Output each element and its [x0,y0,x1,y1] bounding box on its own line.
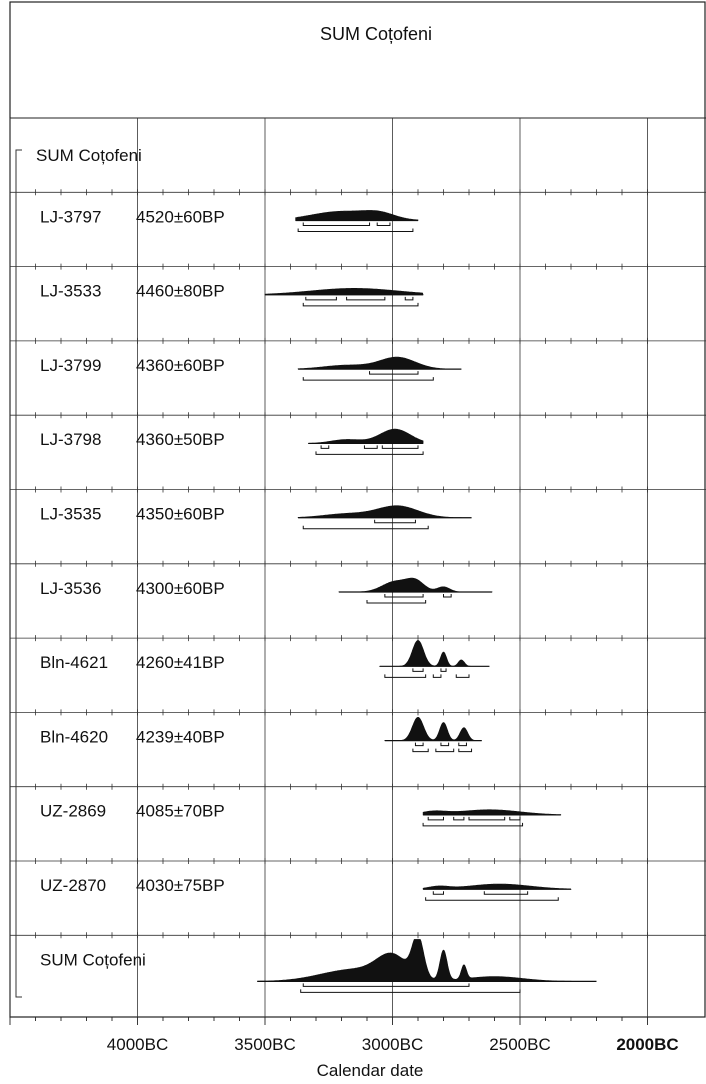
sample-date: 4520±60BP [136,207,225,226]
grid-lines [9,118,706,1025]
range-bracket-68 [440,668,447,672]
range-bracket-68 [412,668,424,672]
sample-row: LJ-3799 4360±60BP [40,356,462,381]
range-bracket-95 [384,674,427,678]
sample-date: 4239±40BP [136,727,225,746]
sample-date: 4030±75BP [136,876,225,895]
range-bracket-95 [302,377,434,381]
probability-distribution [256,939,597,982]
range-bracket-95 [432,674,442,678]
range-bracket-68 [427,816,444,821]
sample-row: LJ-3536 4300±60BP [40,577,493,604]
sample-label: LJ-3535 [40,505,101,524]
sample-row: UZ-2870 4030±75BP [40,876,572,901]
group-bracket [15,149,22,998]
range-bracket-95 [366,600,427,604]
range-bracket-95 [302,525,429,530]
range-bracket-95 [425,897,559,901]
sample-date: 4260±41BP [136,653,225,672]
range-bracket-68 [346,296,386,301]
probability-distribution [307,428,424,444]
probability-distribution [297,356,462,370]
range-bracket-68 [443,594,452,598]
range-bracket-68 [468,816,506,821]
probability-distribution [264,288,424,296]
x-axis-ticks: 4000BC 3500BC 3000BC 2500BC 2000BC [107,1035,679,1054]
range-bracket-68 [305,296,337,301]
sample-row: LJ-3797 4520±60BP [40,207,419,233]
range-bracket-68 [440,742,450,747]
range-bracket-68 [369,371,419,375]
range-bracket-68 [381,445,419,449]
sample-date: 4300±60BP [136,579,225,598]
x-tick-label: 4000BC [107,1035,168,1054]
probability-distribution [383,717,482,741]
range-bracket-68 [320,445,330,449]
probability-distribution [378,639,490,667]
x-tick-label: 2500BC [489,1035,550,1054]
range-bracket-95 [458,748,473,753]
chart-title: SUM Coțofeni [320,24,432,44]
range-bracket-95 [435,748,455,753]
range-bracket-68 [453,816,465,821]
x-tick-label: 3500BC [234,1035,295,1054]
range-bracket-95 [300,989,521,993]
probability-distribution [295,210,419,221]
sample-label: LJ-3536 [40,579,101,598]
probability-distribution [337,577,493,593]
range-bracket-68 [374,519,416,524]
sample-label: LJ-3797 [40,207,101,226]
range-bracket-95 [412,748,429,753]
range-bracket-68 [414,742,424,747]
range-bracket-68 [302,222,371,227]
group-label: SUM Coțofeni [36,146,142,165]
range-bracket-68 [376,222,391,227]
sample-row: SUM Coțofeni [40,939,597,993]
sample-row: LJ-3533 4460±80BP [40,282,424,307]
sample-date: 4360±50BP [136,430,225,449]
sample-date: 4085±70BP [136,802,225,821]
probability-distribution [297,505,472,519]
range-bracket-68 [384,594,424,598]
sample-row: Bln-4621 4260±41BP [40,639,490,678]
range-bracket-68 [363,445,378,449]
range-bracket-68 [483,891,529,895]
range-bracket-95 [297,228,414,233]
x-axis-label: Calendar date [317,1061,424,1080]
sample-date: 4350±60BP [136,505,225,524]
sample-label: UZ-2870 [40,876,106,895]
range-bracket-68 [404,296,414,301]
probability-distribution [422,883,572,890]
sample-label: SUM Coțofeni [40,950,146,969]
range-bracket-95 [302,302,419,307]
range-bracket-68 [302,983,470,987]
range-bracket-95 [422,822,524,827]
sample-row: LJ-3535 4350±60BP [40,505,472,530]
sample-date: 4460±80BP [136,282,225,301]
sample-label: Bln-4620 [40,727,108,746]
sample-label: LJ-3799 [40,356,101,375]
sample-rows: LJ-3797 4520±60BP LJ-3533 4460±80BP LJ-3799 4… [40,207,597,993]
probability-distribution [422,809,562,816]
sample-row: UZ-2869 4085±70BP [40,802,562,827]
sample-row: LJ-3798 4360±50BP [40,428,424,455]
sample-row: Bln-4620 4239±40BP [40,717,482,753]
sample-date: 4360±60BP [136,356,225,375]
range-bracket-95 [315,451,424,455]
range-bracket-95 [455,674,470,678]
group-bracket-line [15,149,22,998]
x-tick-label: 3000BC [362,1035,423,1054]
sample-label: UZ-2869 [40,802,106,821]
x-tick-label: 2000BC [616,1035,678,1054]
range-bracket-68 [432,891,444,895]
range-bracket-68 [458,742,467,747]
sample-label: LJ-3798 [40,430,101,449]
sample-label: Bln-4621 [40,653,108,672]
sample-label: LJ-3533 [40,282,101,301]
range-bracket-68 [509,816,521,821]
